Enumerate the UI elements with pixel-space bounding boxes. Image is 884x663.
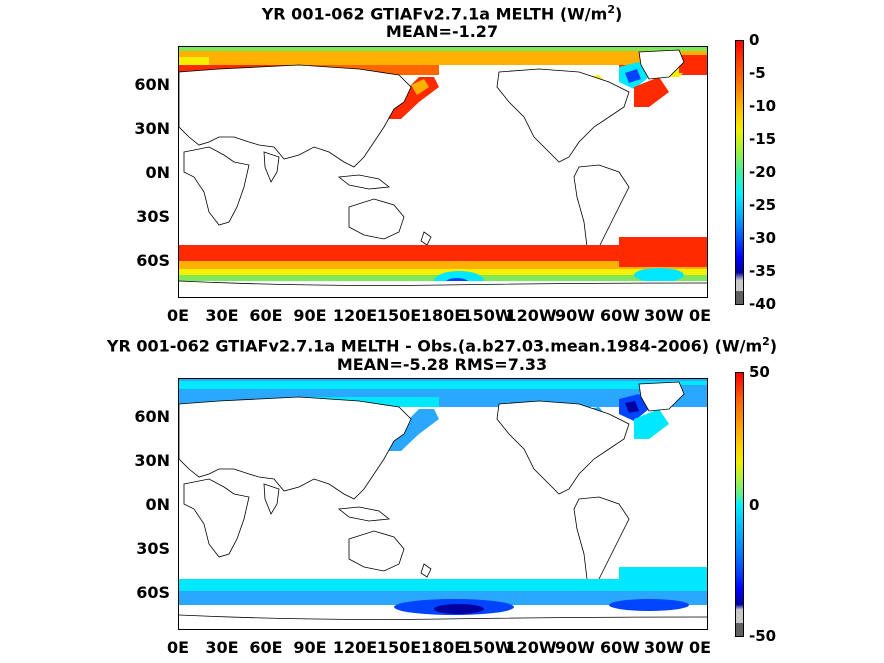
bottom-lon-label: 150W bbox=[461, 638, 513, 657]
bottom-map-panel bbox=[178, 378, 708, 630]
bottom-lon-label: 180E bbox=[420, 638, 466, 657]
bottom-colorbar-tick: -50 bbox=[749, 627, 777, 645]
top-lon-label: 120E bbox=[332, 306, 378, 325]
continents bbox=[179, 381, 685, 590]
bottom-lon-label: 90E bbox=[293, 638, 327, 657]
bottom-map bbox=[179, 379, 707, 629]
top-title-line2: MEAN=-1.27 bbox=[385, 22, 499, 41]
top-lon-label: 0E bbox=[688, 306, 712, 325]
top-colorbar-tick: -5 bbox=[749, 64, 766, 82]
bottom-lat-label-0N: 0N bbox=[145, 495, 170, 514]
top-lon-label: 90W bbox=[555, 306, 595, 325]
antarctica-coast bbox=[179, 280, 707, 286]
arctic-orange-band bbox=[179, 51, 707, 65]
arctic-edge bbox=[179, 47, 707, 53]
antarctica-coast bbox=[179, 614, 707, 620]
top-map bbox=[179, 47, 707, 297]
bottom-lon-label: 30E bbox=[205, 638, 239, 657]
bottom-lon-label: 30W bbox=[644, 638, 684, 657]
continents bbox=[179, 49, 685, 258]
top-lat-label-0N: 0N bbox=[145, 163, 170, 182]
top-lon-label: 0E bbox=[166, 306, 190, 325]
bottom-title-line2: MEAN=-5.28 RMS=7.33 bbox=[336, 355, 548, 374]
top-lon-label: 180E bbox=[420, 306, 466, 325]
bottom-lon-label: 60E bbox=[249, 638, 283, 657]
top-colorbar bbox=[735, 40, 744, 305]
bottom-lat-label-60N: 60N bbox=[134, 407, 170, 426]
top-lat-label-30N: 30N bbox=[134, 119, 170, 138]
top-colorbar-tick: -40 bbox=[749, 295, 777, 313]
top-map-panel bbox=[178, 46, 708, 298]
okhotsk-patch bbox=[389, 409, 439, 451]
top-colorbar-tick: 0 bbox=[749, 31, 760, 49]
bottom-lon-label: 120E bbox=[332, 638, 378, 657]
top-colorbar-tick: -35 bbox=[749, 262, 777, 280]
bottom-lat-label-30N: 30N bbox=[134, 451, 170, 470]
top-colorbar-tick: -25 bbox=[749, 196, 777, 214]
top-lat-label-30S: 30S bbox=[136, 207, 170, 226]
southern-cyan-band bbox=[179, 579, 707, 591]
top-lon-label: 150W bbox=[461, 306, 513, 325]
top-lon-label: 120W bbox=[505, 306, 557, 325]
top-lat-label-60N: 60N bbox=[134, 75, 170, 94]
labrador-patch bbox=[634, 77, 669, 107]
top-lon-label: 150E bbox=[376, 306, 422, 325]
bottom-colorbar bbox=[735, 372, 744, 637]
bottom-lon-label: 90W bbox=[555, 638, 595, 657]
top-lon-label: 30E bbox=[205, 306, 239, 325]
top-lon-label: 30W bbox=[644, 306, 684, 325]
bottom-lon-label: 0E bbox=[166, 638, 190, 657]
bottom-lon-label: 150E bbox=[376, 638, 422, 657]
southern-orange-band bbox=[179, 261, 707, 271]
top-lon-label: 60W bbox=[600, 306, 640, 325]
bottom-lon-label: 120W bbox=[505, 638, 557, 657]
top-colorbar-tick: -20 bbox=[749, 163, 777, 181]
bottom-lon-label: 0E bbox=[688, 638, 712, 657]
top-title-line1: YR 001-062 GTIAFv2.7.1a MELTH (W/m2) bbox=[261, 3, 623, 24]
top-lat-label-60S: 60S bbox=[136, 251, 170, 270]
bottom-lat-label-60S: 60S bbox=[136, 583, 170, 602]
southern-red-band bbox=[179, 245, 707, 255]
bottom-title-line1: YR 001-062 GTIAFv2.7.1a MELTH - Obs.(a.b… bbox=[106, 335, 778, 356]
top-colorbar-tick: -10 bbox=[749, 97, 777, 115]
bottom-colorbar-tick: 0 bbox=[749, 496, 760, 514]
top-lon-label: 90E bbox=[293, 306, 327, 325]
bottom-colorbar-tick: 50 bbox=[749, 363, 770, 381]
top-colorbar-tick: -30 bbox=[749, 229, 777, 247]
bottom-lat-label-30S: 30S bbox=[136, 539, 170, 558]
southern-blue-band bbox=[179, 591, 707, 605]
bottom-lon-label: 60W bbox=[600, 638, 640, 657]
labrador-patch bbox=[634, 409, 669, 439]
top-colorbar-tick: -15 bbox=[749, 130, 777, 148]
top-lon-label: 60E bbox=[249, 306, 283, 325]
